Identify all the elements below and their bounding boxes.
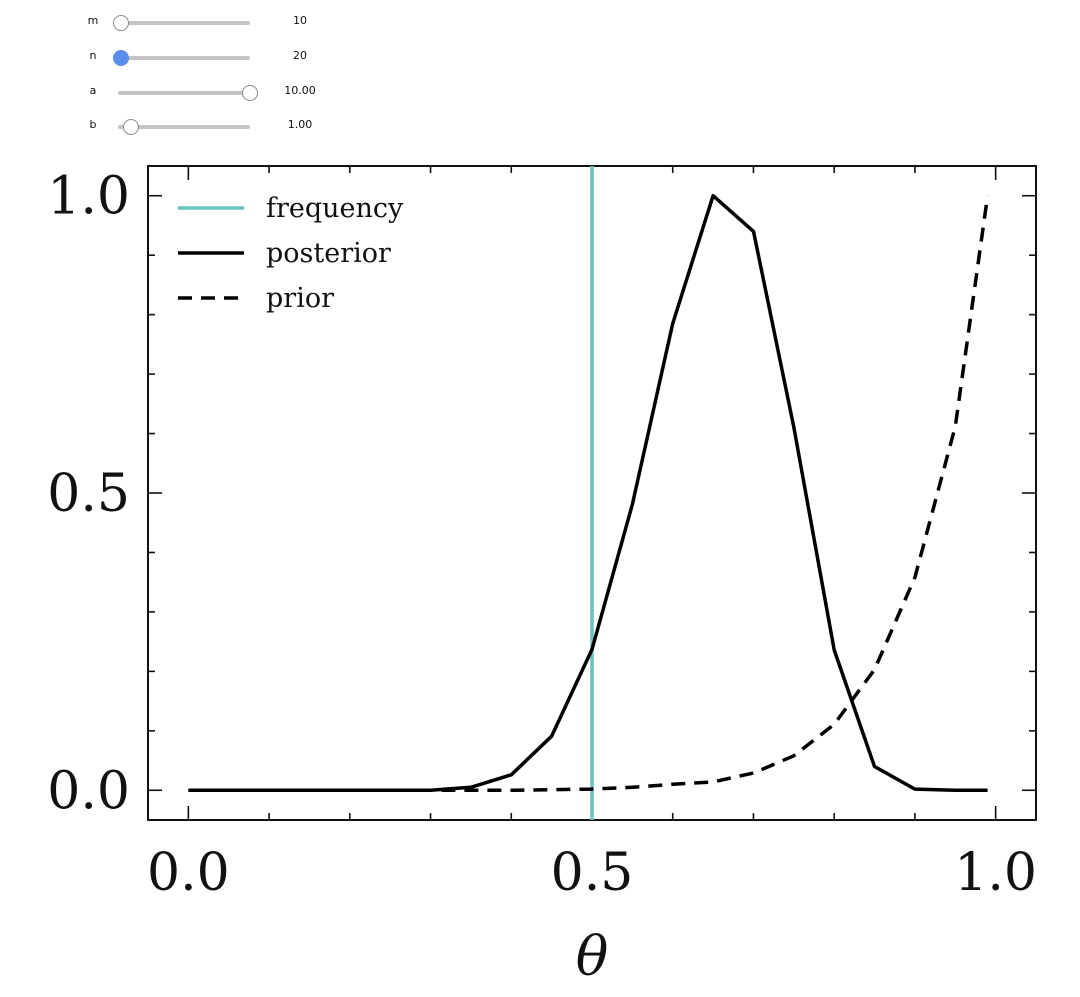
slider-b: b 1.00 bbox=[0, 116, 400, 136]
legend-label-posterior: posterior bbox=[266, 238, 391, 269]
slider-a-track[interactable] bbox=[118, 85, 258, 101]
y-tick-label: 0.0 bbox=[47, 761, 130, 821]
legend: frequency posterior prior bbox=[178, 193, 404, 314]
slider-b-track[interactable] bbox=[118, 119, 250, 135]
legend-label-prior: prior bbox=[266, 283, 334, 314]
slider-n-track[interactable] bbox=[112, 50, 250, 66]
tick-labels: 0.0 0.5 1.0 0.0 0.5 1.0 bbox=[47, 167, 1037, 903]
slider-n-knob[interactable] bbox=[112, 50, 129, 66]
slider-n: n 20 bbox=[0, 47, 400, 67]
x-tick-label: 1.0 bbox=[954, 843, 1037, 903]
series-prior-line bbox=[188, 195, 990, 793]
slider-panel: m 10 n 20 a 10.00 b 1.00 bbox=[0, 0, 400, 150]
slider-n-label: n bbox=[89, 49, 97, 62]
slider-a-value: 10.00 bbox=[284, 84, 316, 97]
legend-label-frequency: frequency bbox=[266, 193, 404, 224]
slider-a-label: a bbox=[89, 84, 97, 97]
x-axis-label: θ bbox=[576, 925, 609, 988]
x-tick-label: 0.0 bbox=[147, 843, 230, 903]
slider-m: m 10 bbox=[0, 12, 400, 32]
slider-m-knob[interactable] bbox=[112, 15, 129, 31]
slider-a: a 10.00 bbox=[0, 82, 400, 102]
slider-b-knob[interactable] bbox=[123, 119, 140, 135]
slider-b-label: b bbox=[89, 118, 97, 131]
slider-m-track[interactable] bbox=[112, 15, 250, 31]
series-lines bbox=[188, 166, 990, 820]
x-tick-label: 0.5 bbox=[551, 843, 634, 903]
y-tick-label: 1.0 bbox=[47, 167, 130, 227]
slider-m-value: 10 bbox=[293, 14, 307, 27]
slider-n-value: 20 bbox=[293, 49, 307, 62]
slider-m-label: m bbox=[87, 14, 99, 27]
slider-a-knob[interactable] bbox=[242, 85, 258, 101]
y-tick-label: 0.5 bbox=[47, 464, 130, 524]
series-posterior-line bbox=[188, 193, 988, 793]
slider-b-value: 1.00 bbox=[287, 118, 313, 131]
